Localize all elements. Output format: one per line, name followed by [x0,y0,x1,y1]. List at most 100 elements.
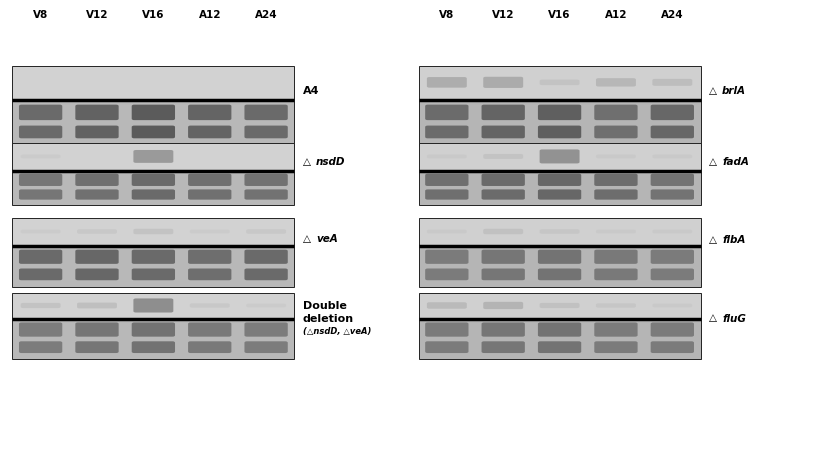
FancyBboxPatch shape [19,189,62,200]
FancyBboxPatch shape [594,126,637,138]
Text: V16: V16 [142,10,165,20]
FancyBboxPatch shape [132,189,175,200]
FancyBboxPatch shape [77,229,117,234]
FancyBboxPatch shape [190,230,229,233]
Text: A24: A24 [254,10,277,20]
Bar [418,100,700,146]
Bar [418,318,700,359]
FancyBboxPatch shape [19,126,62,138]
Bar [12,143,294,171]
FancyBboxPatch shape [652,155,691,158]
FancyBboxPatch shape [537,250,580,264]
FancyBboxPatch shape [19,341,62,353]
Text: A12: A12 [198,10,221,20]
FancyBboxPatch shape [594,189,637,200]
FancyBboxPatch shape [426,77,466,88]
FancyBboxPatch shape [595,78,635,86]
FancyBboxPatch shape [244,105,287,120]
FancyBboxPatch shape [425,189,468,200]
Text: V12: V12 [491,10,514,20]
FancyBboxPatch shape [595,230,635,233]
FancyBboxPatch shape [650,126,693,138]
FancyBboxPatch shape [652,230,691,233]
FancyBboxPatch shape [537,105,580,120]
FancyBboxPatch shape [132,341,175,353]
FancyBboxPatch shape [425,250,468,264]
FancyBboxPatch shape [190,303,229,308]
FancyBboxPatch shape [539,149,579,163]
Text: △: △ [302,234,310,244]
FancyBboxPatch shape [188,105,231,120]
FancyBboxPatch shape [425,174,468,186]
FancyBboxPatch shape [652,303,691,308]
FancyBboxPatch shape [594,174,637,186]
Text: (△nsdD, △veA): (△nsdD, △veA) [302,327,370,336]
FancyBboxPatch shape [75,126,118,138]
FancyBboxPatch shape [188,126,231,138]
Bar [12,66,294,100]
FancyBboxPatch shape [132,268,175,280]
FancyBboxPatch shape [244,126,287,138]
Bar [418,171,700,205]
FancyBboxPatch shape [19,174,62,186]
FancyBboxPatch shape [481,174,524,186]
FancyBboxPatch shape [594,268,637,280]
FancyBboxPatch shape [425,323,468,337]
Text: V12: V12 [85,10,108,20]
Text: V16: V16 [547,10,570,20]
FancyBboxPatch shape [426,155,466,158]
FancyBboxPatch shape [19,268,62,280]
FancyBboxPatch shape [425,268,468,280]
FancyBboxPatch shape [19,323,62,337]
FancyBboxPatch shape [244,174,287,186]
Text: △: △ [708,157,716,167]
FancyBboxPatch shape [425,341,468,353]
Text: A24: A24 [660,10,683,20]
Text: A4: A4 [302,86,319,96]
FancyBboxPatch shape [133,150,173,163]
FancyBboxPatch shape [650,105,693,120]
FancyBboxPatch shape [650,323,693,337]
FancyBboxPatch shape [244,250,287,264]
Text: △: △ [708,86,716,96]
Text: △: △ [708,313,716,324]
FancyBboxPatch shape [244,341,287,353]
Text: △: △ [302,157,310,167]
FancyBboxPatch shape [595,155,635,158]
Bar [418,218,700,246]
FancyBboxPatch shape [537,323,580,337]
Text: fadA: fadA [721,157,748,167]
Text: fluG: fluG [721,313,745,324]
FancyBboxPatch shape [21,155,60,158]
FancyBboxPatch shape [537,341,580,353]
Text: deletion: deletion [302,313,354,324]
Text: nsdD: nsdD [315,157,345,167]
FancyBboxPatch shape [537,174,580,186]
Text: A12: A12 [604,10,627,20]
FancyBboxPatch shape [21,230,60,233]
FancyBboxPatch shape [21,303,60,308]
FancyBboxPatch shape [75,268,118,280]
FancyBboxPatch shape [483,77,522,88]
FancyBboxPatch shape [594,105,637,120]
FancyBboxPatch shape [539,80,579,85]
FancyBboxPatch shape [77,303,117,308]
Bar [12,318,294,359]
Bar [12,171,294,205]
FancyBboxPatch shape [537,268,580,280]
FancyBboxPatch shape [132,250,175,264]
FancyBboxPatch shape [481,105,524,120]
Text: Double: Double [302,301,346,311]
FancyBboxPatch shape [244,268,287,280]
FancyBboxPatch shape [483,302,522,309]
FancyBboxPatch shape [75,105,118,120]
FancyBboxPatch shape [188,189,231,200]
Bar [418,246,700,287]
FancyBboxPatch shape [244,323,287,337]
FancyBboxPatch shape [188,174,231,186]
FancyBboxPatch shape [75,189,118,200]
FancyBboxPatch shape [425,126,468,138]
FancyBboxPatch shape [132,126,175,138]
Text: V8: V8 [439,10,454,20]
FancyBboxPatch shape [650,174,693,186]
